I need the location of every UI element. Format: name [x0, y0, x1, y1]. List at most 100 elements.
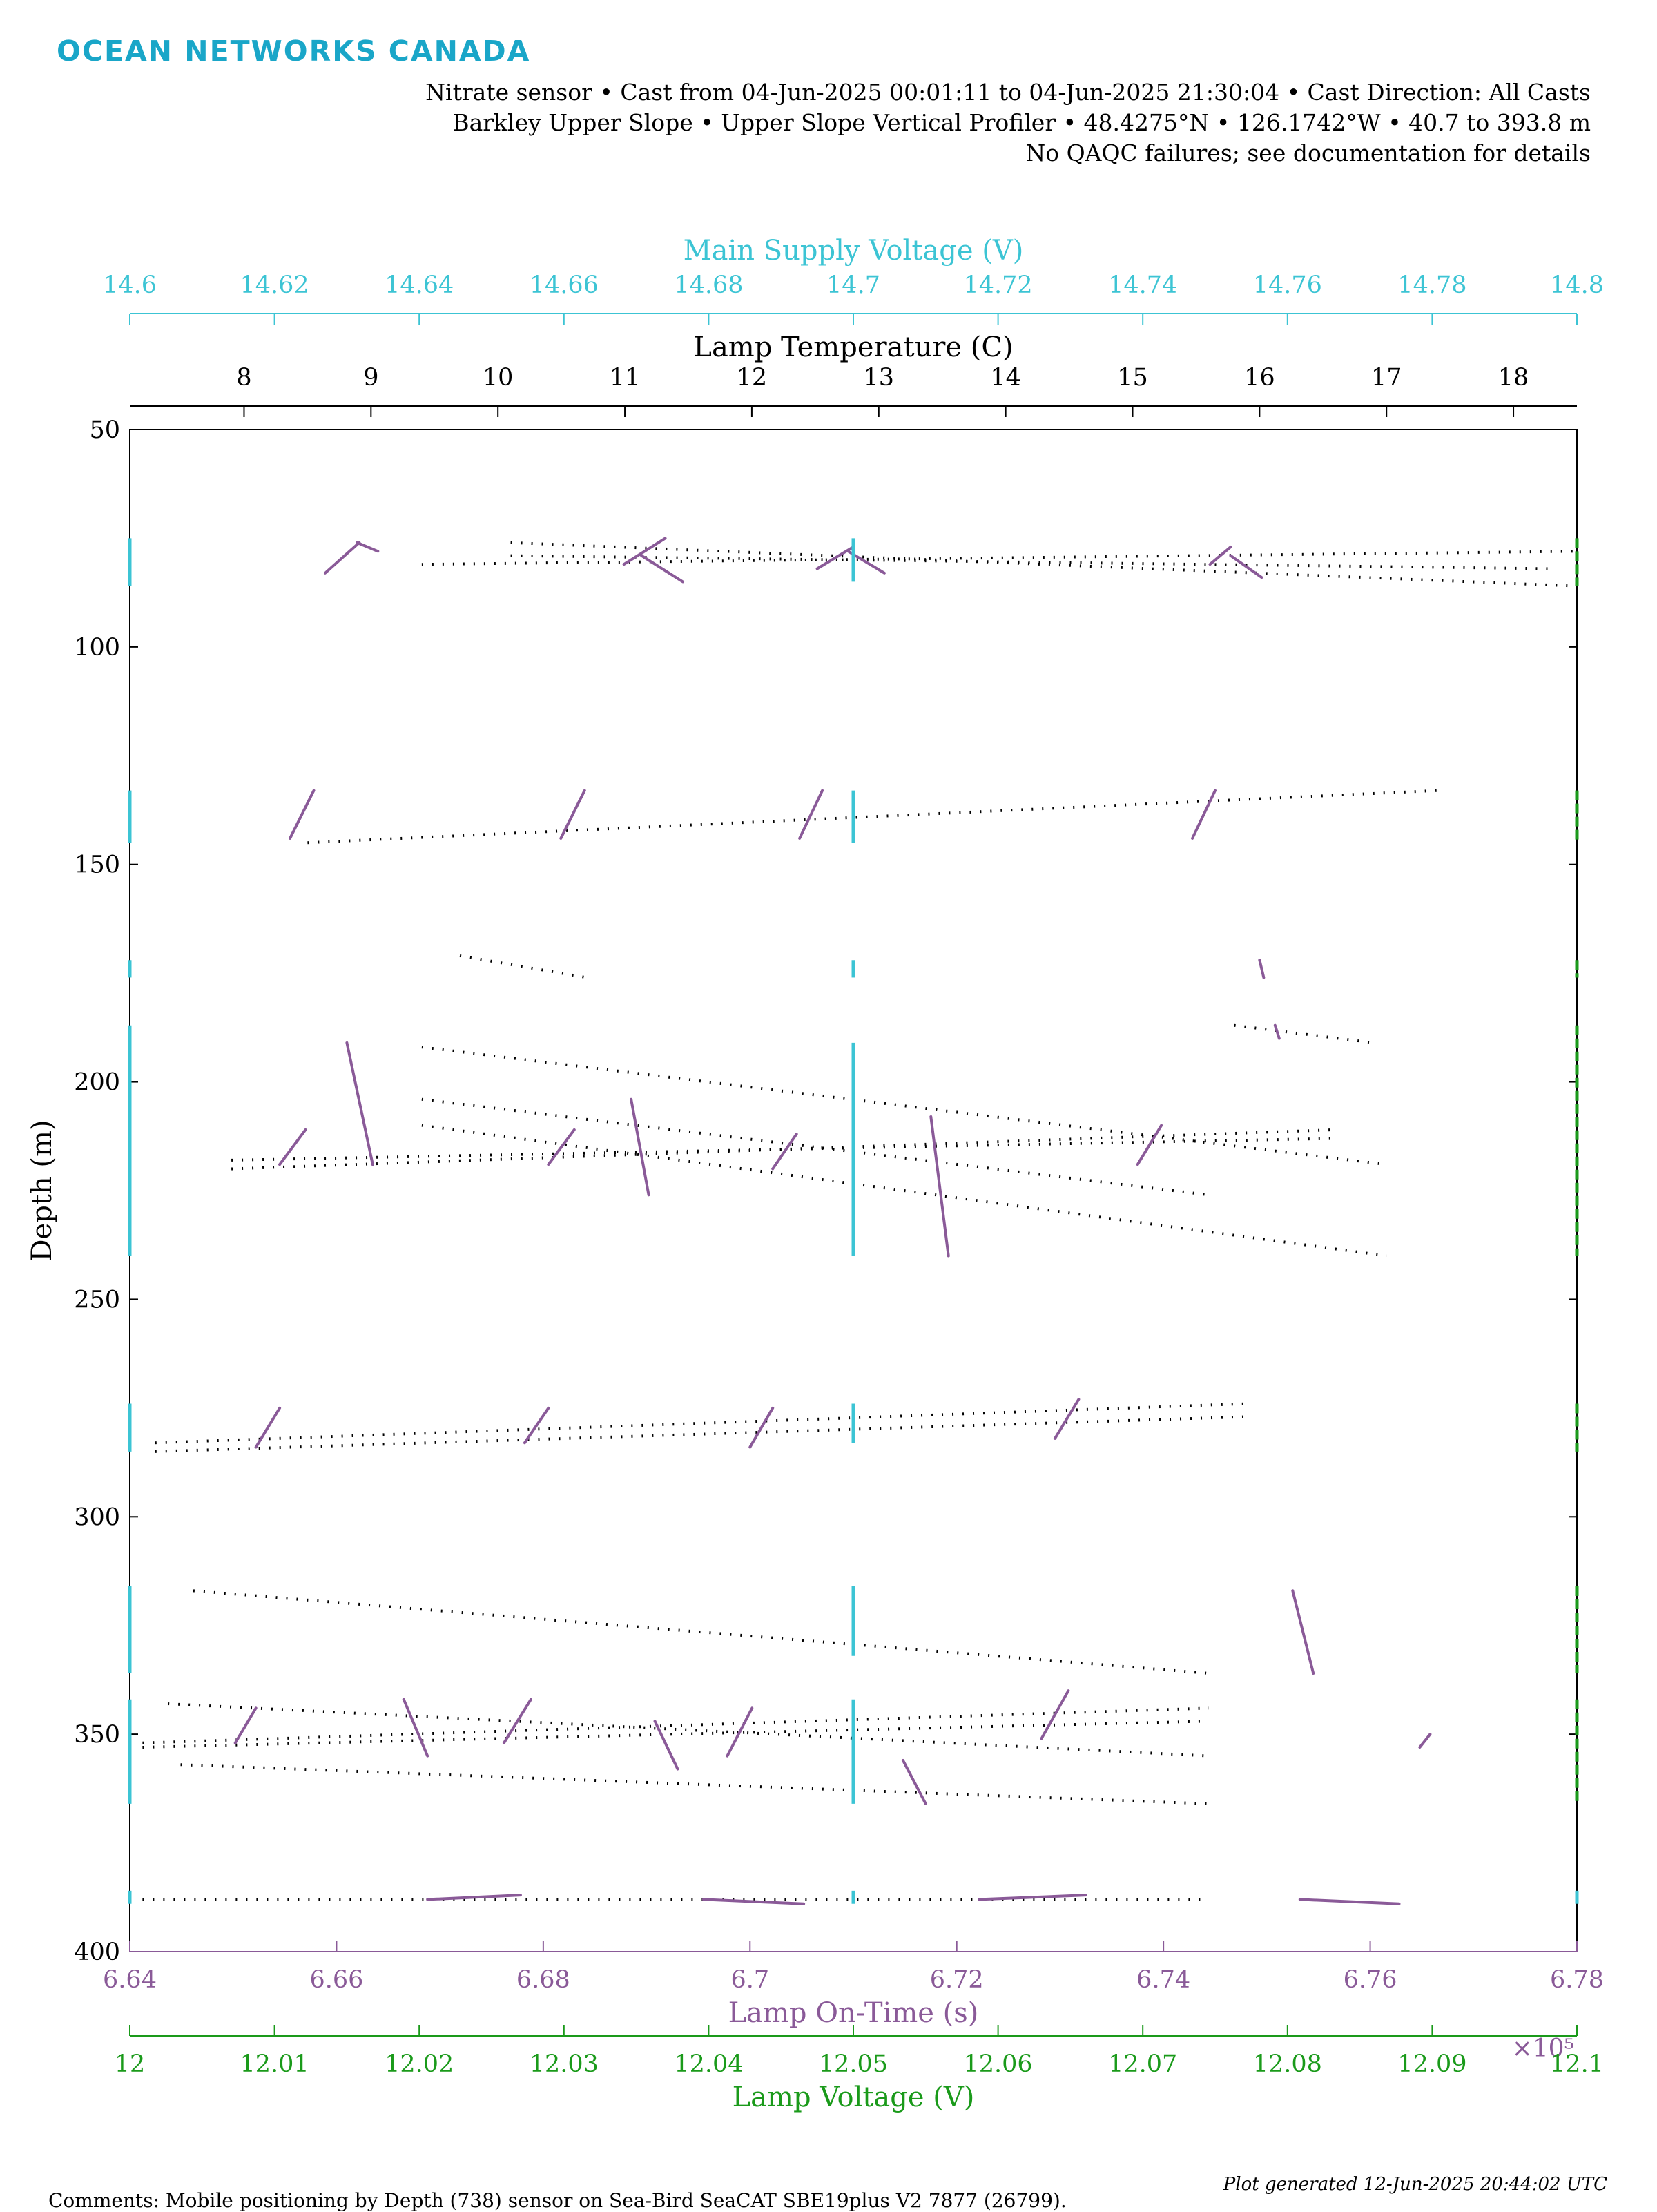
lamp-on-time-exponent: ×10⁵: [1512, 2035, 1574, 2063]
supply-voltage-tick-label: 14.78: [1397, 271, 1466, 299]
depth-tick-label: 100: [74, 634, 120, 662]
header-line-2: Barkley Upper Slope • Upper Slope Vertic…: [452, 109, 1591, 136]
lamp-on-time-profile: [622, 537, 667, 566]
lamp-temperature-profile: [459, 954, 588, 979]
lamp-on-time-profile: [630, 1097, 650, 1197]
depth-tick-label: 350: [74, 1721, 120, 1749]
lamp-on-time-profile: [1040, 1689, 1070, 1740]
lamp-temperature-tick-label: 10: [483, 364, 514, 392]
footer-comments: Comments: Mobile positioning by Depth (7…: [48, 2189, 1067, 2212]
lamp-on-time-tick-label: 6.7: [730, 1966, 769, 1994]
lamp-temperature-tick-label: 13: [863, 364, 894, 392]
lamp-temperature-profile: [193, 1589, 1209, 1675]
lamp-on-time-profile: [1208, 546, 1232, 566]
lamp-temperature-tick-label: 18: [1498, 364, 1529, 392]
lamp-on-time-tick-label: 6.64: [103, 1966, 157, 1994]
supply-voltage-tick-label: 14.7: [826, 271, 880, 299]
lamp-on-time-profile: [547, 1128, 576, 1166]
lamp-on-time-profile: [402, 1698, 429, 1758]
lamp-on-time-profile: [978, 1894, 1087, 1901]
lamp-voltage-tick-label: 12.04: [674, 2050, 743, 2078]
lamp-temperature-tick-label: 12: [737, 364, 768, 392]
lamp-on-time-profile: [1418, 1733, 1432, 1749]
lamp-on-time-profile: [1291, 1589, 1315, 1675]
lamp-voltage-tick-label: 12.01: [240, 2050, 309, 2078]
supply-voltage-tick-label: 14.64: [385, 271, 454, 299]
lamp-voltage-tick-label: 12.08: [1253, 2050, 1322, 2078]
lamp-temperature-profile: [421, 550, 1578, 566]
lamp-voltage-tick-label: 12.07: [1108, 2050, 1177, 2078]
lamp-on-time-profile: [1298, 1898, 1401, 1905]
lamp-temperature-profile: [155, 1402, 1248, 1445]
lamp-temperature-profile: [1234, 1023, 1375, 1044]
lamp-on-time-profile: [278, 1128, 307, 1166]
header-line-3: No QAQC failures; see documentation for …: [1025, 140, 1591, 166]
lamp-temperature-profile: [155, 1415, 1248, 1453]
lamp-on-time-profile: [1258, 959, 1266, 979]
supply-voltage-tick-label: 14.74: [1108, 271, 1177, 299]
supply-voltage-tick-label: 14.6: [103, 271, 157, 299]
lamp-voltage-tick-label: 12.09: [1397, 2050, 1466, 2078]
lamp-temperature-profile: [510, 554, 1552, 570]
lamp-temperature-profile: [421, 1124, 1387, 1258]
lamp-temperature-profile: [421, 1097, 1210, 1197]
lamp-temperature-tick-label: 14: [990, 364, 1021, 392]
depth-tick-label: 400: [74, 1939, 120, 1966]
lamp-temperature-tick-label: 8: [236, 364, 251, 392]
lamp-on-time-profile: [559, 789, 586, 840]
lamp-voltage-tick-label: 12.1: [1550, 2050, 1604, 2078]
supply-voltage-tick-label: 14.72: [963, 271, 1032, 299]
supply-voltage-axis-label: Main Supply Voltage (V): [684, 235, 1024, 267]
depth-tick-label: 250: [74, 1286, 120, 1314]
brand-logo: OCEAN NETWORKS CANADA: [57, 35, 531, 68]
lamp-on-time-tick-label: 6.66: [309, 1966, 363, 1994]
supply-voltage-tick-label: 14.8: [1550, 271, 1604, 299]
lamp-on-time-profile: [254, 1406, 282, 1449]
depth-tick-label: 150: [74, 852, 120, 879]
lamp-temperature-profile: [421, 1046, 1387, 1166]
lamp-on-time-tick-label: 6.72: [930, 1966, 984, 1994]
lamp-on-time-profile: [289, 789, 316, 840]
lamp-on-time-tick-label: 6.74: [1136, 1966, 1190, 1994]
lamp-voltage-tick-label: 12.02: [385, 2050, 454, 2078]
depth-tick-label: 200: [74, 1069, 120, 1097]
lamp-on-time-profile: [1136, 1124, 1163, 1166]
lamp-on-time-profile: [356, 541, 380, 553]
lamp-temperature-tick-label: 17: [1371, 364, 1402, 392]
lamp-on-time-profile: [523, 1406, 550, 1445]
lamp-on-time-profile: [426, 1894, 522, 1901]
lamp-on-time-profile: [1053, 1398, 1081, 1440]
lamp-temperature-axis-label: Lamp Temperature (C): [693, 331, 1013, 363]
depth-tick-label: 300: [74, 1503, 120, 1531]
lamp-on-time-profile: [1229, 554, 1263, 579]
lamp-temperature-profile: [180, 1763, 1209, 1805]
lamp-on-time-profile: [798, 789, 824, 840]
lamp-on-time-tick-label: 6.68: [516, 1966, 570, 1994]
lamp-temperature-profile: [510, 541, 1578, 588]
lamp-temperature-tick-label: 11: [610, 364, 641, 392]
lamp-temperature-tick-label: 16: [1244, 364, 1275, 392]
lamp-on-time-profile: [1191, 789, 1217, 840]
supply-voltage-tick-label: 14.62: [240, 271, 309, 299]
lamp-temperature-profile: [231, 1137, 1336, 1162]
lamp-on-time-profile: [640, 554, 684, 584]
supply-voltage-tick-label: 14.68: [674, 271, 743, 299]
lamp-temperature-profile: [307, 789, 1437, 845]
lamp-on-time-profile: [726, 1706, 754, 1758]
lamp-on-time-profile: [901, 1758, 927, 1805]
lamp-on-time-axis-label: Lamp On-Time (s): [728, 1997, 979, 2029]
lamp-voltage-axis-label: Lamp Voltage (V): [733, 2081, 975, 2113]
lamp-on-time-profile: [929, 1115, 950, 1258]
depth-axis-label: Depth (m): [26, 1119, 58, 1261]
lamp-temperature-profile: [231, 1128, 1336, 1171]
lamp-temperature-profile: [168, 1702, 1209, 1758]
lamp-on-time-profile: [233, 1706, 258, 1744]
lamp-voltage-tick-label: 12.05: [819, 2050, 888, 2078]
lamp-on-time-tick-label: 6.76: [1344, 1966, 1397, 1994]
lamp-voltage-tick-label: 12.03: [530, 2050, 599, 2078]
lamp-on-time-profile: [771, 1133, 798, 1171]
supply-voltage-tick-label: 14.76: [1253, 271, 1322, 299]
header-line-1: Nitrate sensor • Cast from 04-Jun-2025 0…: [425, 79, 1591, 106]
supply-voltage-tick-label: 14.66: [530, 271, 599, 299]
